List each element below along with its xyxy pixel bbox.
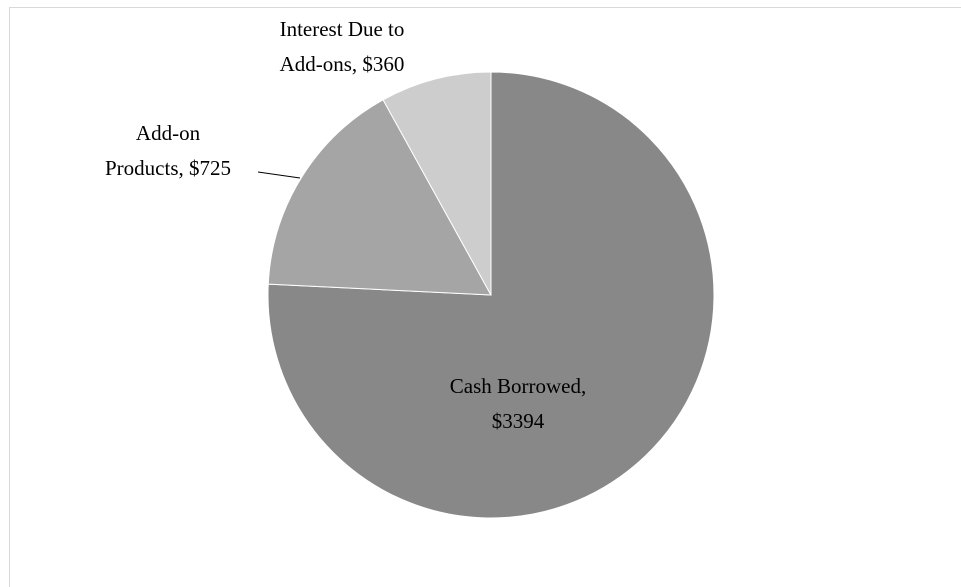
slice-interest-due-to-add-ons (382, 71, 492, 296)
label-interest-due-line1: Interest Due to (280, 17, 405, 41)
label-cash-borrowed-line2: $3394 (492, 409, 545, 433)
slice-labels: Cash Borrowed, $3394 Add-on Products, $7… (105, 17, 586, 433)
chart-area-border (9, 7, 961, 587)
pie-slices (267, 71, 715, 519)
slice-cash-borrowed (267, 71, 715, 519)
label-add-on-products-line1: Add-on (136, 121, 201, 145)
slice-add-on-products (267, 99, 492, 296)
leader-line-add-on-products (257, 171, 301, 179)
label-add-on-products-line2: Products, $725 (105, 156, 231, 180)
label-cash-borrowed-line1: Cash Borrowed, (450, 374, 586, 398)
label-interest-due-line2: Add-ons, $360 (280, 52, 405, 76)
